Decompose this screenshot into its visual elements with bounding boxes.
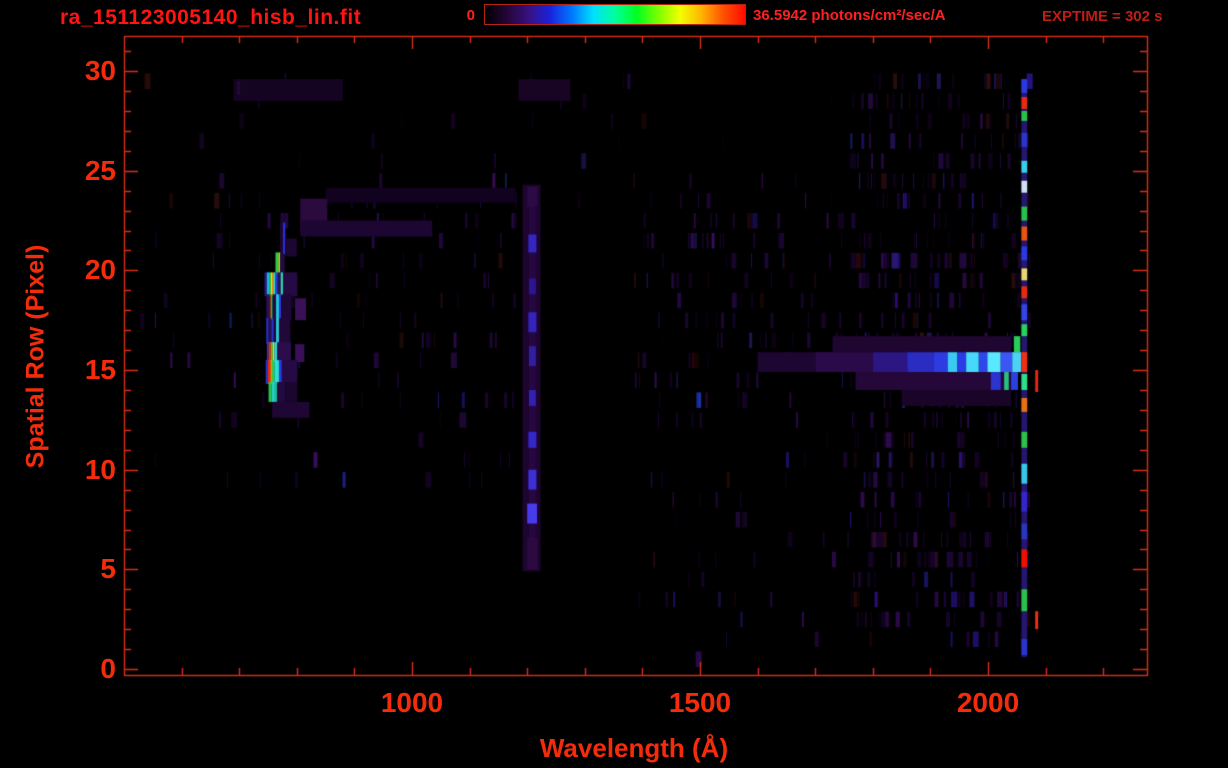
y-tick-label: 0 <box>100 653 116 685</box>
y-tick-label: 15 <box>84 354 116 386</box>
file-name-label: ra_151123005140_hisb_lin.fit <box>60 6 362 29</box>
y-axis-title: Spatial Row (Pixel) <box>21 244 50 469</box>
y-tick-label: 30 <box>84 55 116 87</box>
x-tick-label: 1000 <box>380 687 444 718</box>
x-axis-title: Wavelength (Å) <box>539 733 729 763</box>
y-tick-label: 5 <box>100 553 116 585</box>
colorbar <box>484 4 746 25</box>
y-tick-label: 20 <box>84 254 116 286</box>
y-tick-label: 10 <box>84 453 116 485</box>
colorbar-max-label: 36.5942 photons/cm²/sec/A <box>753 7 946 24</box>
colorbar-min-label: 0 <box>466 7 475 24</box>
exptime-label: EXPTIME = 302 s <box>1042 8 1163 25</box>
x-tick-label: 2000 <box>956 687 1020 718</box>
y-tick-label: 25 <box>84 154 116 186</box>
x-tick-label: 1500 <box>668 687 732 718</box>
